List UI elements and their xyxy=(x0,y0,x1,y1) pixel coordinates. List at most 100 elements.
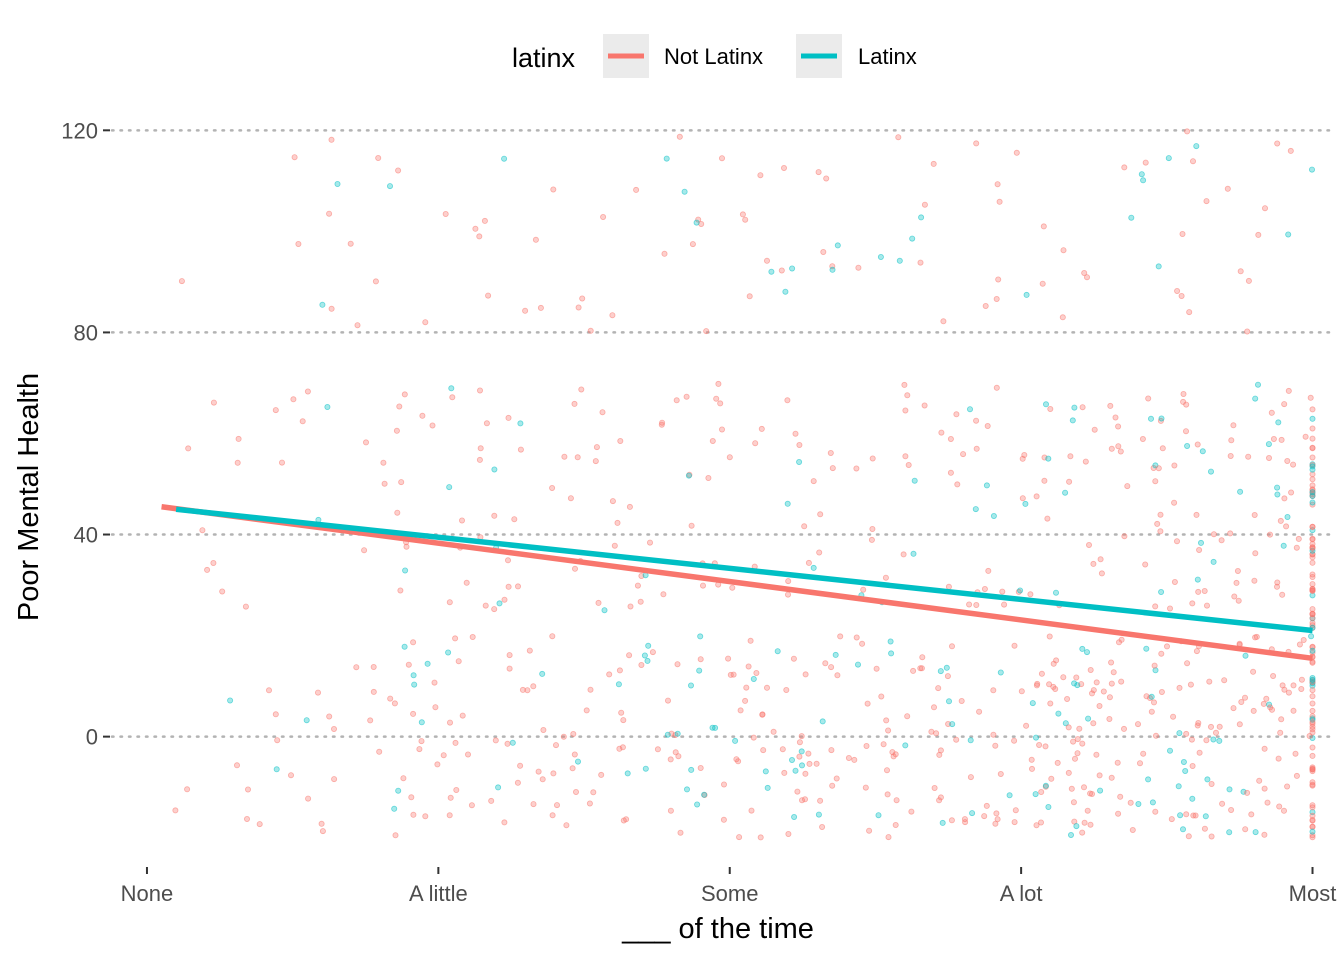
scatter-point xyxy=(1152,667,1159,674)
scatter-point xyxy=(1252,395,1259,402)
scatter-point xyxy=(1279,682,1286,689)
scatter-point xyxy=(1309,744,1316,751)
scatter-point xyxy=(410,811,417,818)
scatter-point xyxy=(1065,724,1072,731)
scatter-point xyxy=(1295,535,1302,542)
scatter-point xyxy=(210,399,217,406)
scatter-point xyxy=(614,519,621,526)
scatter-point xyxy=(1074,682,1081,689)
scatter-point xyxy=(904,392,911,399)
scatter-point xyxy=(700,582,707,589)
scatter-point xyxy=(743,684,750,691)
scatter-point xyxy=(785,831,792,838)
scatter-point xyxy=(813,760,820,767)
scatter-point xyxy=(869,455,876,462)
scatter-point xyxy=(1309,406,1316,413)
scatter-point xyxy=(664,731,671,738)
scatter-point xyxy=(1027,591,1034,598)
scatter-point xyxy=(579,295,586,302)
scatter-point xyxy=(1309,606,1316,613)
scatter-point xyxy=(796,753,803,760)
scatter-point xyxy=(567,495,574,502)
scatter-point xyxy=(1309,482,1316,489)
scatter-point xyxy=(973,417,980,424)
scatter-point xyxy=(1227,452,1234,459)
scatter-point xyxy=(973,140,980,147)
scatter-point xyxy=(1228,437,1235,444)
scatter-point xyxy=(1096,772,1103,779)
scatter-point xyxy=(1208,468,1215,475)
scatter-point xyxy=(1277,517,1284,524)
scatter-point xyxy=(785,578,792,585)
scatter-point xyxy=(1302,433,1309,440)
scatter-point xyxy=(693,219,700,226)
scatter-point xyxy=(732,737,739,744)
scatter-point xyxy=(1110,669,1117,676)
scatter-point xyxy=(1106,694,1113,701)
scatter-point xyxy=(326,210,333,217)
scatter-point xyxy=(501,596,508,603)
scatter-point xyxy=(408,794,415,801)
scatter-point xyxy=(883,717,890,724)
scatter-point xyxy=(1309,544,1316,551)
scatter-point xyxy=(918,665,925,672)
scatter-point xyxy=(764,257,771,264)
scatter-point xyxy=(1267,531,1274,538)
scatter-point xyxy=(1089,690,1096,697)
scatter-point xyxy=(600,213,607,220)
scatter-point xyxy=(210,560,217,567)
scatter-point xyxy=(768,268,775,275)
scatter-point xyxy=(290,396,297,403)
x-tick-label: A little xyxy=(409,881,468,906)
scatter-point xyxy=(535,768,542,775)
scatter-point xyxy=(1021,451,1028,458)
scatter-point xyxy=(962,819,969,826)
scatter-point xyxy=(419,412,426,419)
scatter-point xyxy=(1242,826,1249,833)
scatter-point xyxy=(1290,707,1297,714)
scatter-point xyxy=(530,801,537,808)
scatter-point xyxy=(626,503,633,510)
scatter-point xyxy=(1185,833,1192,840)
scatter-point xyxy=(1309,752,1316,759)
scatter-point xyxy=(1226,786,1233,793)
scatter-point xyxy=(1280,542,1287,549)
scatter-point xyxy=(1033,493,1040,500)
scatter-point xyxy=(1066,478,1073,485)
scatter-point xyxy=(391,700,398,707)
scatter-point xyxy=(796,458,803,465)
scatter-point xyxy=(1184,660,1191,667)
scatter-point xyxy=(442,210,449,217)
scatter-point xyxy=(1145,395,1152,402)
scatter-point xyxy=(1309,541,1316,548)
scatter-point xyxy=(587,686,594,693)
scatter-point xyxy=(1053,589,1060,596)
scatter-point xyxy=(1285,387,1292,394)
scatter-point xyxy=(553,742,560,749)
scatter-point xyxy=(235,435,242,442)
scatter-point xyxy=(1023,291,1030,298)
scatter-point xyxy=(1118,636,1125,643)
scatter-point xyxy=(496,600,503,607)
scatter-point xyxy=(880,741,887,748)
scatter-point xyxy=(713,395,720,402)
scatter-point xyxy=(401,643,408,650)
scatter-point xyxy=(1070,738,1077,745)
scatter-point xyxy=(1210,558,1217,565)
scatter-point xyxy=(681,188,688,195)
scatter-point xyxy=(720,816,727,823)
scatter-point xyxy=(483,420,490,427)
scatter-point xyxy=(599,409,606,416)
scatter-point xyxy=(1260,700,1267,707)
scatter-point xyxy=(476,233,483,240)
scatter-point xyxy=(937,668,944,675)
scatter-point xyxy=(967,737,974,744)
scatter-point xyxy=(1198,539,1205,546)
scatter-point xyxy=(827,449,834,456)
scatter-point xyxy=(517,762,524,769)
scatter-point xyxy=(185,445,192,452)
scatter-point xyxy=(411,681,418,688)
scatter-point xyxy=(583,707,590,714)
scatter-point xyxy=(737,707,744,714)
scatter-point xyxy=(1261,785,1268,792)
